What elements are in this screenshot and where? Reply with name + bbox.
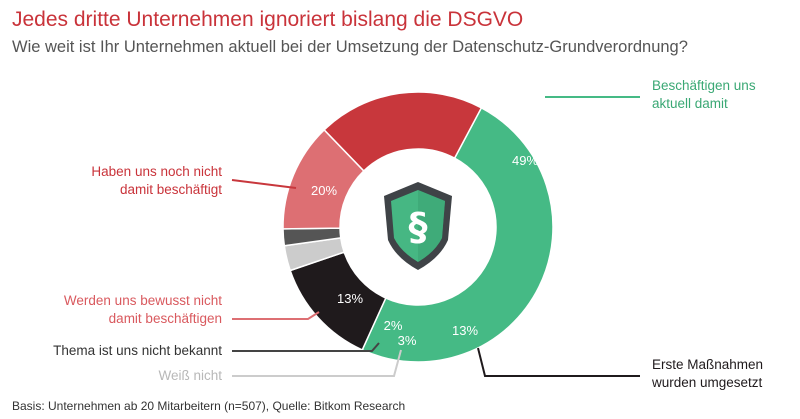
value-label-aktuell: 49%	[512, 153, 538, 168]
category-label-aktuell-line-2: aktuell damit	[652, 96, 728, 111]
category-label-weiss: Weiß nicht	[158, 368, 222, 383]
category-label-erste-line-1: Erste Maßnahmen	[652, 357, 763, 372]
value-label-weiss: 3%	[398, 333, 417, 348]
chart-subtitle: Wie weit ist Ihr Unternehmen aktuell bei…	[12, 38, 688, 56]
category-label-bewusst-line-2: damit beschäftigen	[109, 311, 222, 326]
category-label-aktuell-line-1: Beschäftigen uns	[652, 78, 756, 93]
slice-value-labels: 49% 13% 3%2% 13% 20%	[311, 153, 538, 348]
value-label-erste: 13%	[452, 323, 478, 338]
category-label-noch_nicht-line-1: Haben uns noch nicht	[91, 164, 222, 179]
leader-line-weiss	[232, 349, 402, 377]
slice-noch_nicht	[323, 91, 483, 172]
leader-lines	[231, 96, 640, 377]
leader-line-thema	[232, 342, 380, 352]
value-label-bewusst: 13%	[337, 291, 363, 306]
category-labels: Beschäftigen uns aktuell damit Erste Maßna…	[53, 78, 763, 390]
category-label-thema: Thema ist uns nicht bekannt	[53, 343, 222, 358]
value-label-noch_nicht: 20%	[311, 183, 337, 198]
category-label-noch_nicht-line-2: damit beschäftigt	[120, 182, 222, 197]
donut-slices	[282, 91, 554, 363]
leader-line-bewusst	[232, 311, 320, 320]
value-label-thema: 2%	[384, 318, 403, 333]
footnote: Basis: Unternehmen ab 20 Mitarbeitern (n…	[12, 399, 406, 413]
leader-line-noch_nicht	[231, 179, 297, 189]
chart-title: Jedes dritte Unternehmen ignoriert bisla…	[12, 8, 524, 31]
category-label-erste-line-2: wurden umgesetzt	[651, 375, 763, 390]
paragraph-symbol: §	[409, 205, 428, 249]
shield-paragraph-icon: §	[384, 182, 452, 270]
category-label-bewusst-line-1: Werden uns bewusst nicht	[64, 293, 222, 308]
slice-aktuell	[361, 106, 554, 363]
leader-line-erste	[477, 347, 640, 377]
